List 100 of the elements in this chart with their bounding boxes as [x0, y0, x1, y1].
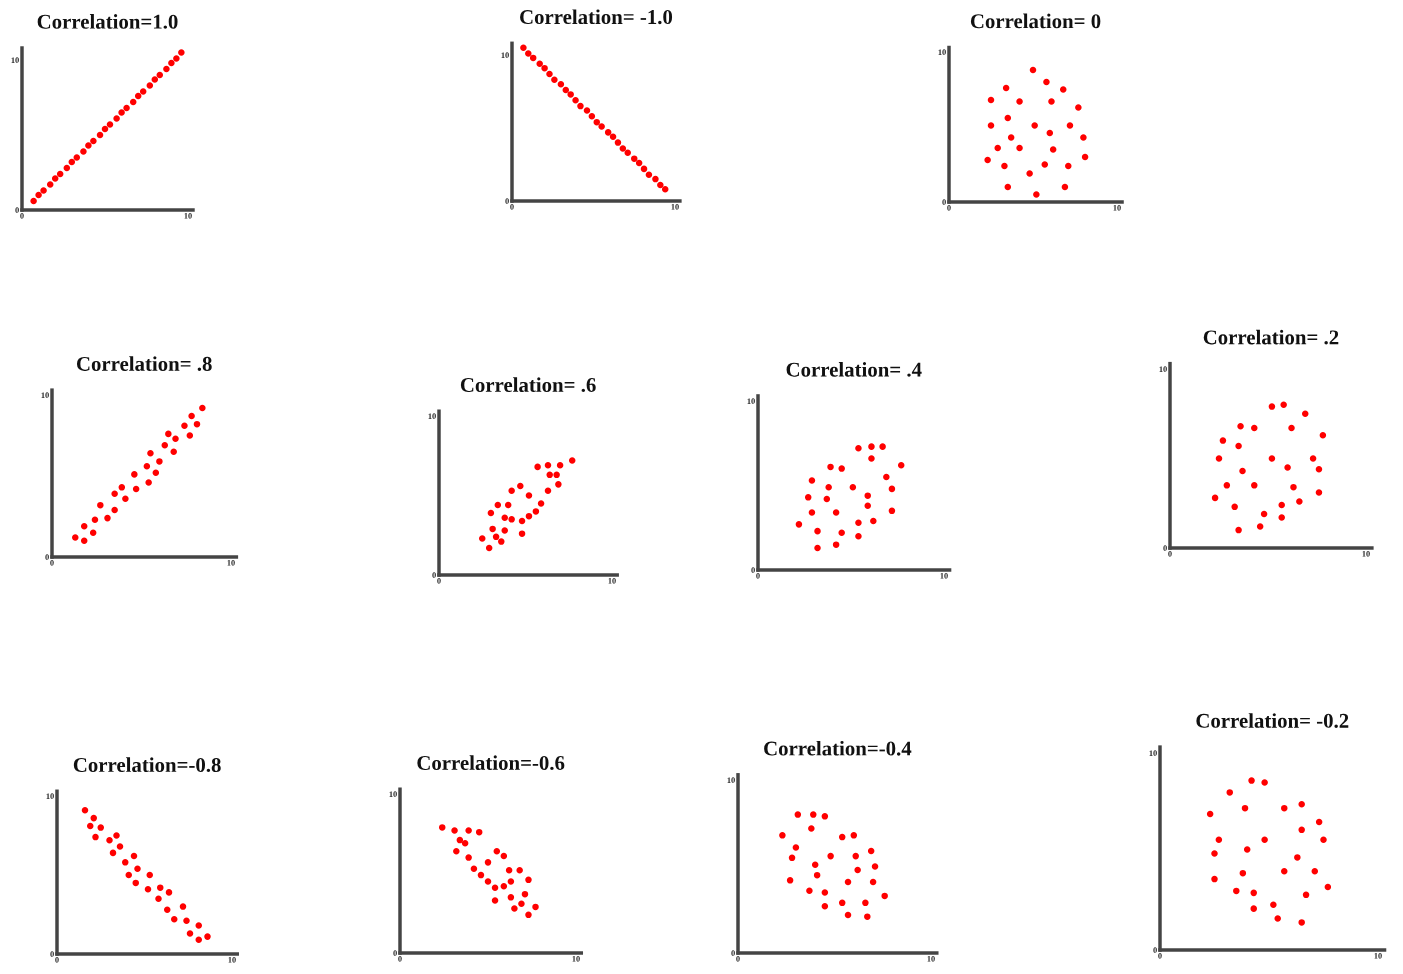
x-tick-label: 0 — [736, 956, 740, 962]
point — [838, 833, 846, 841]
point — [170, 448, 177, 455]
point — [125, 871, 133, 879]
point — [1002, 84, 1010, 92]
point — [134, 865, 141, 872]
point — [504, 501, 512, 509]
point — [864, 913, 871, 920]
point — [869, 878, 877, 886]
point — [173, 55, 180, 62]
point — [165, 889, 173, 896]
point — [1251, 482, 1258, 489]
point — [147, 450, 154, 457]
point — [156, 884, 164, 891]
point — [131, 471, 138, 478]
point — [1311, 867, 1319, 875]
point — [186, 930, 194, 937]
point — [132, 879, 140, 887]
point — [68, 158, 76, 166]
point — [1215, 836, 1223, 843]
point — [821, 813, 829, 820]
point — [1001, 162, 1008, 170]
point — [1256, 523, 1264, 530]
point — [529, 54, 537, 62]
point — [1298, 800, 1305, 808]
point — [1231, 503, 1238, 511]
point — [984, 156, 991, 164]
point — [1278, 501, 1285, 509]
point — [568, 457, 576, 464]
point — [97, 501, 104, 509]
point — [1004, 183, 1012, 191]
point — [163, 906, 171, 914]
point — [844, 878, 852, 886]
point — [51, 175, 59, 182]
point — [470, 865, 478, 872]
point — [1315, 818, 1323, 826]
point — [134, 92, 142, 100]
point — [152, 469, 160, 477]
point — [146, 82, 154, 89]
point — [864, 502, 871, 510]
point — [544, 487, 552, 494]
point — [193, 420, 201, 428]
point — [170, 915, 178, 923]
point — [155, 895, 162, 902]
point — [172, 435, 179, 442]
point — [525, 876, 532, 884]
point — [478, 535, 486, 542]
point — [113, 832, 120, 839]
point — [81, 806, 89, 814]
point — [56, 170, 64, 178]
point — [35, 191, 42, 199]
point — [97, 824, 105, 831]
point — [827, 852, 834, 860]
point — [661, 186, 669, 193]
point — [1219, 437, 1227, 444]
x-tick-label: 10 — [927, 956, 935, 962]
point — [1043, 78, 1050, 86]
point — [129, 98, 137, 106]
point — [1235, 526, 1242, 534]
point — [852, 852, 859, 860]
point — [804, 494, 812, 501]
point — [487, 509, 495, 517]
point — [465, 854, 472, 861]
point — [1211, 850, 1218, 857]
chart-title: Correlation= .4 — [786, 362, 922, 377]
chart-title: Correlation= .8 — [76, 356, 212, 371]
point — [583, 107, 591, 114]
point — [794, 811, 802, 818]
point — [1268, 403, 1276, 410]
point — [1031, 122, 1038, 129]
point — [80, 148, 87, 155]
point — [588, 113, 596, 120]
point — [1261, 779, 1268, 786]
point — [525, 50, 532, 57]
chart-title: Correlation=-0.6 — [417, 755, 565, 771]
point — [1075, 104, 1082, 111]
point — [86, 822, 94, 830]
point — [178, 49, 185, 56]
point — [811, 861, 819, 869]
x-tick-label: 10 — [1374, 953, 1382, 959]
point — [525, 492, 533, 499]
point — [501, 527, 508, 534]
point — [792, 844, 800, 851]
point — [551, 76, 558, 84]
point — [825, 483, 832, 491]
point — [511, 905, 518, 912]
point — [593, 118, 601, 126]
point — [598, 123, 605, 130]
point — [520, 44, 527, 51]
point — [987, 122, 995, 129]
point — [163, 65, 170, 73]
point — [1260, 510, 1268, 518]
point — [1065, 162, 1072, 170]
chart-title: Correlation= .6 — [460, 377, 596, 393]
point — [1235, 442, 1242, 450]
point — [1290, 483, 1297, 491]
point — [871, 863, 879, 870]
point — [838, 529, 845, 537]
point — [1239, 869, 1247, 877]
point — [113, 115, 120, 122]
